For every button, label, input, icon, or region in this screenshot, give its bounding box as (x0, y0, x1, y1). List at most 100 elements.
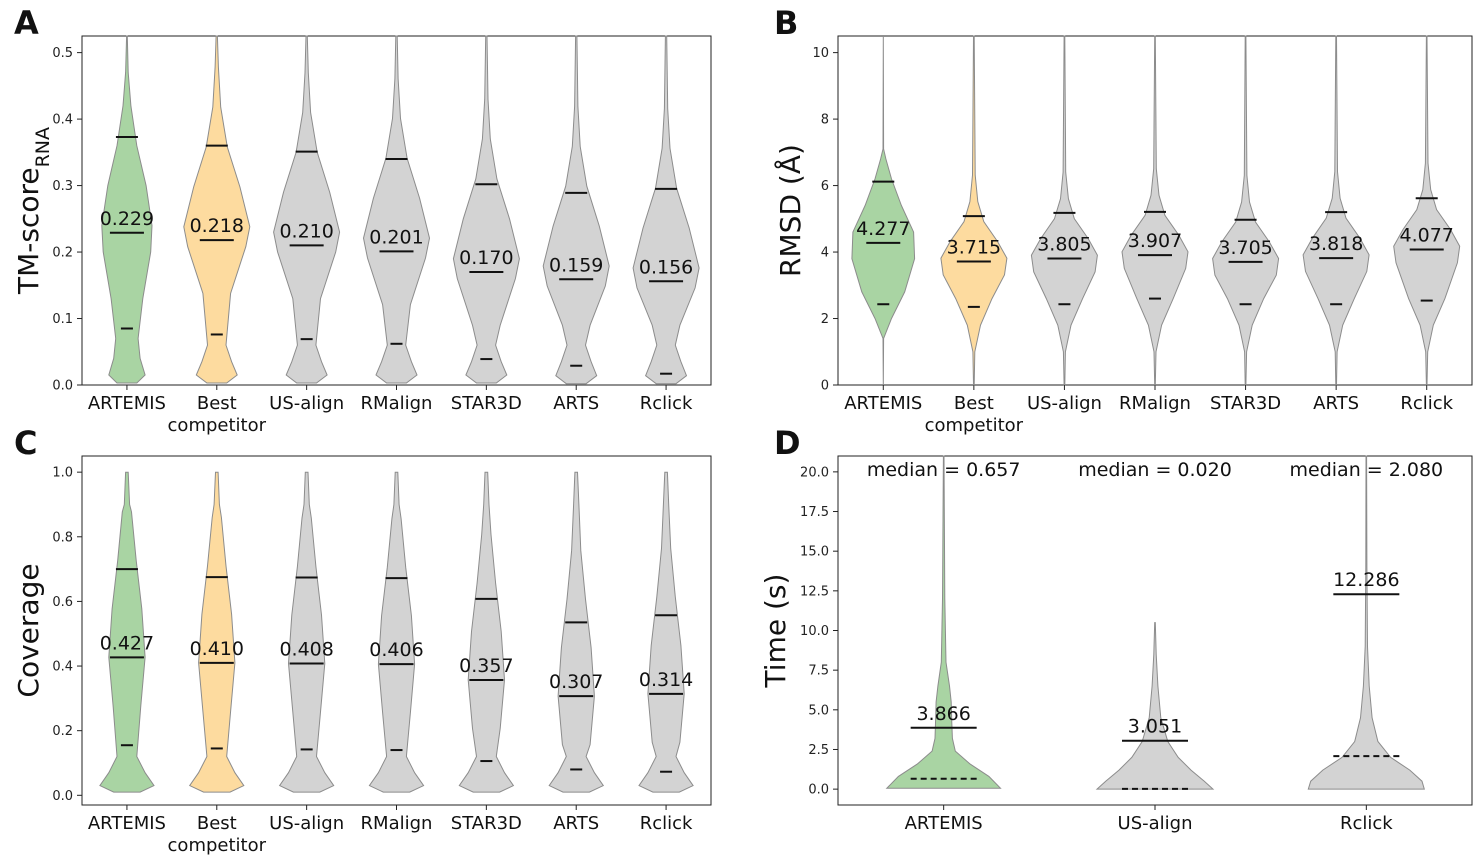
median-label: 0.427 (100, 632, 154, 654)
median-label: 0.159 (549, 254, 603, 276)
median-label: 0.314 (639, 669, 693, 691)
y-tick-label: 10.0 (800, 624, 829, 639)
y-tick-label: 15.0 (800, 545, 829, 560)
median-label: 3.705 (1218, 237, 1272, 259)
median-label: 0.210 (279, 220, 333, 242)
x-tick-label: STAR3D (451, 813, 522, 834)
violin-body (1307, 455, 1425, 790)
violin-star3d: 0.357 (458, 471, 515, 793)
x-tick-label: Rclick (1400, 393, 1453, 414)
y-tick-label: 0.2 (52, 724, 73, 739)
median-label: 0.307 (549, 671, 603, 693)
x-tick-label: Rclick (640, 393, 693, 414)
median-label: 0.218 (190, 215, 244, 237)
violin-body (542, 35, 610, 385)
y-axis-label: RMSD (Å) (773, 144, 807, 277)
violin-body (851, 35, 916, 386)
x-tick-label: competitor (168, 415, 267, 436)
violin-body (278, 471, 335, 793)
x-tick-label: Best (197, 393, 237, 414)
median-label: 3.805 (1037, 234, 1091, 256)
y-tick-label: 5.0 (808, 703, 829, 718)
violin-body (183, 35, 251, 384)
median-label: 0.229 (100, 208, 154, 230)
violin-body (273, 35, 341, 384)
violin-rmalign: 0.201 (362, 35, 431, 384)
median-text: median = 2.080 (1290, 459, 1444, 481)
y-tick-label: 0.5 (52, 46, 73, 61)
x-tick-label: Best (954, 393, 994, 414)
violin-body (362, 35, 431, 384)
violin-body (368, 471, 425, 793)
violin-rclick: 12.286 median = 2.080 (1290, 455, 1444, 790)
median-label: 0.156 (639, 256, 693, 278)
x-tick-label: ARTEMIS (88, 813, 166, 834)
median-label: 4.077 (1400, 224, 1454, 246)
x-tick-label: RMalign (361, 813, 433, 834)
violin-artemis: 4.277 (851, 35, 916, 386)
x-tick-label: ARTS (553, 813, 599, 834)
violin-star3d: 0.170 (452, 35, 520, 384)
y-tick-label: 1.0 (52, 466, 73, 481)
x-tick-label: ARTEMIS (905, 813, 983, 834)
mean-label: 3.866 (916, 703, 970, 725)
y-axis-label: Time (s) (759, 574, 792, 689)
violin-rclick: 4.077 (1393, 35, 1461, 386)
x-tick-label: competitor (925, 415, 1024, 436)
median-label: 0.406 (369, 639, 423, 661)
y-tick-label: 4 (821, 246, 829, 261)
x-tick-label: Rclick (640, 813, 693, 834)
violin-body (632, 35, 700, 385)
median-label: 3.715 (947, 237, 1001, 259)
x-tick-label: ARTS (1313, 393, 1359, 414)
violin-artemis: 0.427 (99, 471, 155, 793)
violin-body (940, 35, 1008, 386)
x-tick-label: US-align (1118, 813, 1193, 834)
median-label: 0.201 (369, 226, 423, 248)
median-text: median = 0.020 (1078, 459, 1232, 481)
violin-body (1302, 35, 1370, 386)
y-axis-label: TM-scoreRNA (12, 127, 54, 295)
violin-artemis: 3.866 median = 0.657 (867, 455, 1021, 789)
panel-a: A 0.0 0.1 0.2 0.3 0.4 0.5 TM-scoreRNA 0.229 ARTEM… (12, 4, 712, 436)
y-tick-label: 0.1 (52, 312, 73, 327)
median-label: 0.170 (459, 247, 513, 269)
violin-body (458, 471, 515, 793)
violin-body (885, 455, 1002, 789)
violin-body (1095, 622, 1215, 790)
violin-body (1212, 35, 1280, 386)
y-tick-label: 10 (812, 46, 829, 61)
y-tick-label: 0.6 (52, 595, 73, 610)
mean-label: 3.051 (1128, 716, 1182, 738)
violin-best-competitor: 3.715 (940, 35, 1008, 386)
y-tick-label: 0.4 (52, 113, 73, 128)
y-tick-label: 7.5 (808, 664, 829, 679)
y-tick-label: 20.0 (800, 465, 829, 480)
x-tick-label: Best (197, 813, 237, 834)
median-label: 0.410 (190, 638, 244, 660)
violin-us-align: 0.408 (278, 471, 335, 793)
median-label: 0.408 (279, 638, 333, 660)
median-label: 4.277 (856, 218, 910, 240)
violin-arts: 3.818 (1302, 35, 1370, 386)
violin-body (1121, 35, 1189, 386)
violin-us-align: 0.210 (273, 35, 341, 384)
y-axis-label-subscript: RNA (32, 127, 54, 167)
y-tick-label: 0.0 (52, 789, 73, 804)
x-tick-label: US-align (269, 813, 344, 834)
panel-letter: A (14, 4, 39, 42)
violin-best-competitor: 0.218 (183, 35, 251, 384)
violin-best-competitor: 0.410 (188, 471, 245, 793)
y-axis-label: Coverage (12, 563, 45, 697)
y-tick-label: 0.2 (52, 246, 73, 261)
y-tick-label: 0.4 (52, 660, 73, 675)
mean-label: 12.286 (1333, 569, 1399, 591)
median-text: median = 0.657 (867, 459, 1021, 481)
y-tick-label: 8 (821, 113, 829, 128)
x-tick-label: RMalign (1119, 393, 1191, 414)
violin-body (188, 471, 245, 793)
panel-c: C 0.0 0.2 0.4 0.6 0.8 1.0 Coverage 0.427 ARTEMIS 0… (12, 424, 712, 856)
violin-rclick: 0.314 (638, 471, 694, 793)
median-label: 0.357 (459, 655, 513, 677)
